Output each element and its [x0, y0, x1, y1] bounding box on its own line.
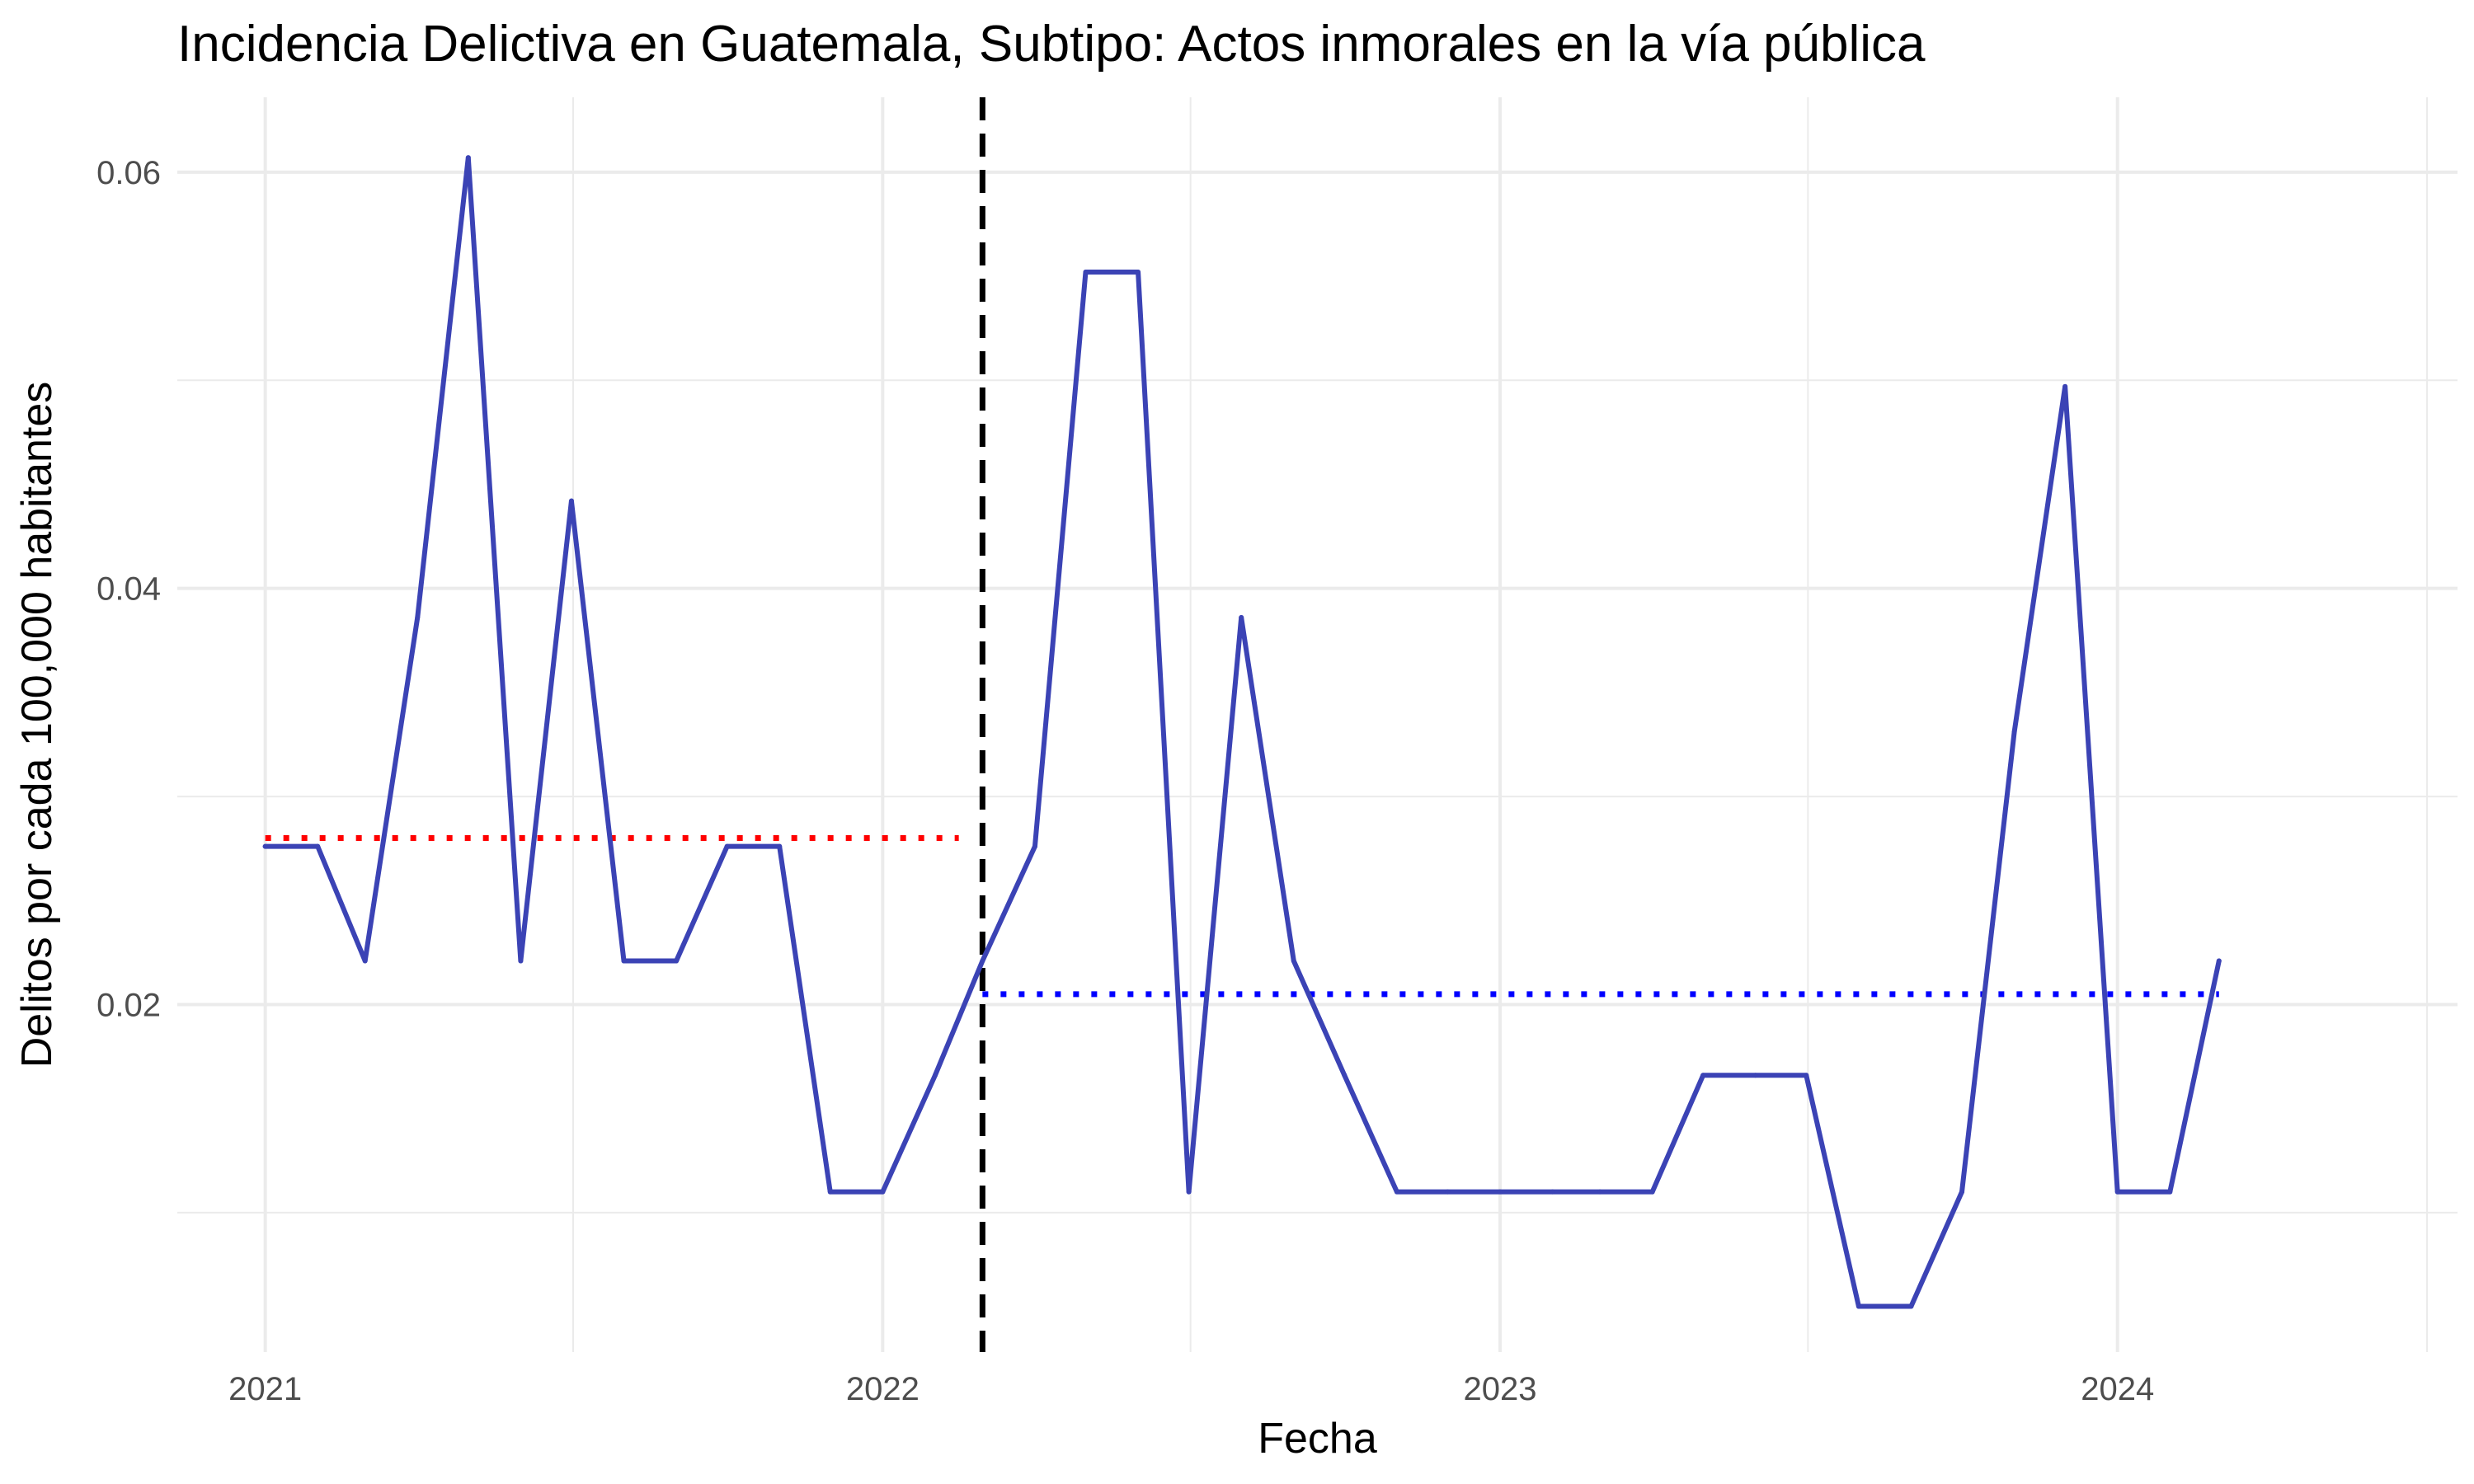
data-point: [2114, 1189, 2120, 1195]
data-point: [2011, 729, 2017, 735]
data-point: [1498, 1189, 1503, 1195]
data-point: [1136, 270, 1141, 275]
data-point: [777, 843, 783, 849]
data-point: [1186, 1189, 1192, 1195]
data-point: [2216, 958, 2222, 964]
tick-labels: 0.02 0.04 0.06 2021 2022 2023 2024: [96, 155, 2154, 1407]
data-point: [1445, 1189, 1451, 1195]
data-point: [980, 958, 985, 964]
grid-lines: [177, 97, 2458, 1352]
y-axis-title: Delitos por cada 100,000 habitantes: [13, 382, 61, 1068]
data-point: [2062, 383, 2068, 389]
data-point: [621, 958, 627, 964]
data-point: [724, 843, 730, 849]
x-tick-label: 2024: [2081, 1371, 2154, 1407]
data-point: [1752, 1073, 1758, 1078]
y-tick-label: 0.02: [96, 987, 161, 1023]
x-tick-label: 2023: [1464, 1371, 1537, 1407]
data-point: [827, 1189, 833, 1195]
data-point: [1550, 1189, 1555, 1195]
data-point: [315, 843, 321, 849]
data-point: [518, 958, 524, 964]
data-point: [1394, 1189, 1399, 1195]
x-axis-title: Fecha: [1258, 1415, 1377, 1463]
x-tick-label: 2021: [228, 1371, 302, 1407]
data-point: [262, 843, 268, 849]
data-point: [932, 1073, 938, 1078]
data-point: [1032, 843, 1037, 849]
y-tick-label: 0.06: [96, 155, 161, 191]
data-point: [1804, 1073, 1809, 1078]
series-line: [262, 155, 2222, 1309]
data-point: [415, 615, 421, 621]
data-point: [1083, 270, 1089, 275]
data-point: [1856, 1303, 1861, 1309]
data-point: [465, 155, 471, 161]
data-point: [1342, 1073, 1348, 1078]
data-point: [362, 958, 368, 964]
data-point: [674, 958, 680, 964]
reference-lines: [265, 97, 2219, 1352]
data-point: [568, 498, 574, 504]
data-point: [1649, 1189, 1655, 1195]
y-tick-label: 0.04: [96, 571, 161, 608]
data-point: [2167, 1189, 2173, 1195]
data-point: [1597, 1189, 1603, 1195]
data-point: [1700, 1073, 1706, 1078]
series-layer: [262, 155, 2222, 1309]
data-point: [1959, 1189, 1965, 1195]
x-tick-label: 2022: [846, 1371, 920, 1407]
chart-title: Incidencia Delictiva en Guatemala, Subti…: [177, 16, 1926, 73]
data-point: [880, 1189, 886, 1195]
data-point: [1239, 615, 1244, 621]
data-point: [1291, 958, 1296, 964]
data-point: [1908, 1303, 1914, 1309]
